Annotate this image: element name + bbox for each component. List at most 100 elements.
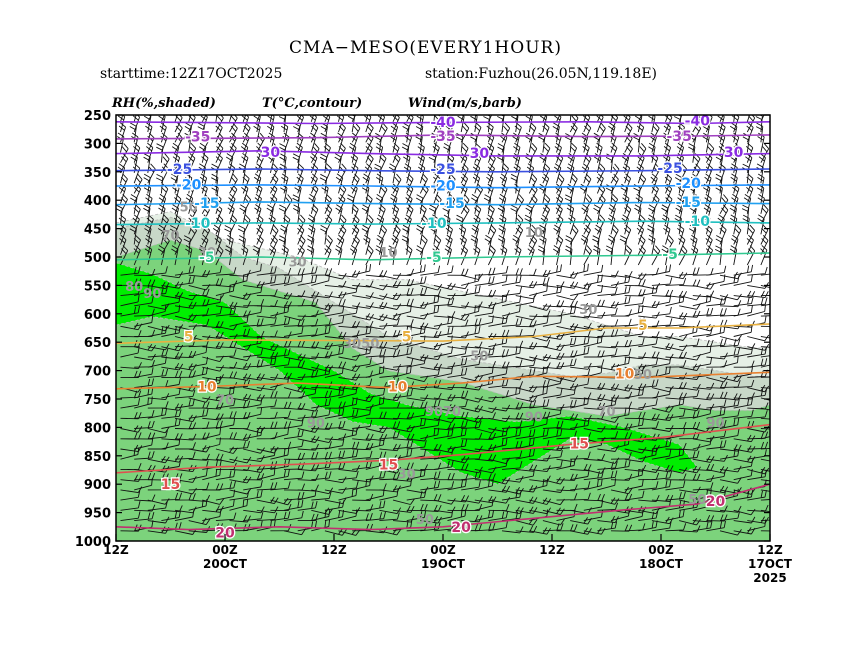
wind-barb: [433, 346, 454, 358]
temp-label: -25: [430, 162, 455, 178]
wind-barb: [283, 326, 304, 337]
wind-barb: [379, 272, 402, 280]
wind-barb: [120, 346, 140, 358]
wind-barb: [445, 224, 453, 245]
wind-barb: [651, 387, 672, 399]
wind-barb: [529, 478, 549, 491]
wind-barb: [706, 469, 726, 481]
wind-barb: [188, 356, 209, 368]
wind-barb: [651, 479, 672, 491]
wind-barb: [486, 173, 494, 194]
wind-barb: [145, 234, 153, 255]
wind-barb: [461, 496, 483, 504]
wind-barb: [433, 173, 441, 194]
wind-barb: [447, 439, 468, 450]
wind-barb: [619, 235, 628, 255]
wind-barb: [377, 115, 386, 133]
wind-barb: [624, 509, 644, 522]
x-tick-label: 19OCT: [421, 557, 466, 571]
wind-barb: [651, 306, 672, 317]
wind-barb: [202, 365, 225, 372]
wind-barb: [158, 204, 166, 225]
wind-barb: [174, 487, 197, 495]
wind-barb: [243, 373, 265, 381]
rh-label: 90: [525, 411, 543, 426]
wind-barb: [147, 286, 168, 297]
wind-barb: [174, 451, 196, 460]
wind-barb: [567, 163, 575, 184]
wind-barb: [636, 224, 645, 245]
wind-barb: [501, 506, 524, 515]
wind-barb: [501, 359, 523, 368]
wind-barb: [336, 115, 345, 133]
wind-barb: [419, 115, 422, 122]
wind-barb: [169, 225, 178, 245]
wind-barb: [501, 318, 523, 327]
wind-barb: [283, 510, 304, 522]
wind-barb: [665, 360, 687, 368]
wind-barb: [583, 122, 592, 143]
wind-barb: [378, 204, 386, 225]
wind-barb: [144, 245, 153, 266]
wind-barb: [297, 489, 317, 501]
temp-label: 10: [615, 366, 635, 382]
wind-barb: [474, 509, 495, 522]
wind-barb: [202, 468, 222, 481]
wind-barb: [488, 294, 508, 307]
wind-barb: [757, 194, 765, 214]
wind-barb: [501, 428, 522, 440]
wind-barb: [624, 402, 647, 410]
temp-label: -15: [194, 196, 219, 212]
wind-barb: [706, 440, 727, 450]
wind-barb: [638, 337, 658, 348]
wind-barb: [597, 286, 618, 297]
rh-shading: [116, 211, 770, 541]
wind-barb: [542, 449, 563, 460]
wind-barb: [556, 306, 577, 317]
y-tick-label: 800: [84, 421, 111, 436]
wind-barb: [147, 326, 168, 337]
wind-barb: [501, 295, 522, 307]
wind-barb: [401, 235, 410, 255]
wind-barb: [733, 115, 736, 122]
wind-barb: [570, 418, 590, 429]
wind-barb: [147, 407, 168, 419]
wind-barb: [433, 428, 454, 440]
wind-barb: [270, 331, 292, 339]
wind-barb: [120, 245, 129, 266]
wind-barb: [406, 312, 429, 320]
wind-barb: [134, 438, 154, 450]
wind-barb: [310, 115, 314, 122]
wind-barb: [242, 115, 247, 122]
wind-barb: [583, 359, 605, 368]
wind-barb: [596, 115, 604, 133]
wind-barb: [352, 493, 374, 501]
wind-barb: [364, 115, 372, 133]
wind-barb: [379, 430, 400, 440]
wind-barb: [706, 297, 727, 307]
wind-barb: [283, 385, 306, 393]
wind-barb: [161, 492, 183, 501]
wind-barb: [392, 440, 414, 450]
wind-barb: [447, 313, 470, 321]
wind-barb: [461, 357, 481, 368]
wind-barb: [297, 500, 318, 511]
wind-barb: [610, 473, 633, 481]
wind-barb: [542, 477, 565, 485]
wind-barb: [243, 347, 264, 358]
wind-barb: [188, 517, 211, 526]
wind-barb: [488, 459, 508, 470]
wind-barb: [474, 522, 496, 532]
wind-barb: [379, 312, 402, 321]
wind-barb: [158, 193, 167, 214]
wind-barb: [269, 115, 273, 122]
wind-barb: [624, 296, 645, 307]
wind-barb: [747, 388, 768, 399]
y-axis: 2503003504004505005506006507007508008509…: [75, 109, 770, 550]
y-tick-label: 450: [84, 223, 111, 238]
wind-barb: [692, 382, 715, 390]
wind-barb: [215, 214, 224, 235]
wind-barb: [474, 315, 494, 327]
wind-barb: [311, 304, 331, 317]
wind-barb: [215, 499, 235, 511]
